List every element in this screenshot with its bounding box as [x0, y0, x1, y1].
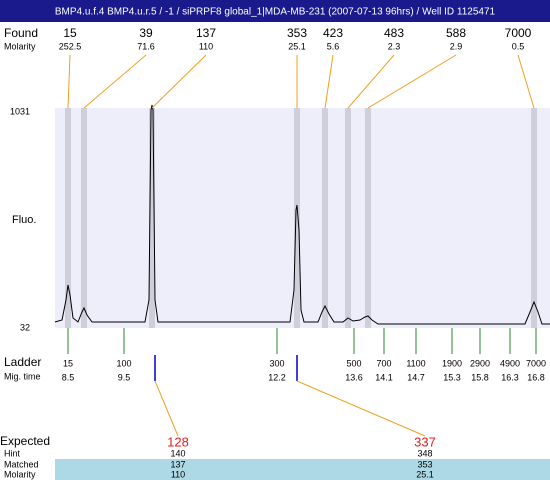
found-size: 137 — [196, 26, 216, 40]
ladder-size: 15 — [63, 358, 73, 368]
found-molarity: 25.1 — [288, 41, 306, 51]
ladder-time: 13.6 — [345, 372, 363, 382]
peak-connector — [83, 54, 147, 109]
expected-connector — [154, 380, 179, 437]
found-size: 39 — [139, 26, 153, 40]
peak-connector — [367, 54, 457, 109]
ladder-time: 15.3 — [443, 372, 461, 382]
peak-band — [345, 108, 351, 328]
hint-value: 140 — [170, 448, 185, 458]
found-size: 353 — [287, 26, 307, 40]
y-top-label: 1031 — [10, 106, 30, 116]
expected-molarity: 25.1 — [416, 469, 434, 479]
ladder-size: 700 — [376, 358, 391, 368]
peak-connector — [67, 54, 71, 109]
peak-connector — [324, 54, 334, 109]
y-bottom-label: 32 — [20, 322, 30, 332]
found-molarity: 252.5 — [59, 41, 82, 51]
found-molarity: 5.6 — [327, 41, 340, 51]
expected-value: 128 — [167, 434, 189, 449]
ladder-time: 14.1 — [375, 372, 393, 382]
ladder-size: 1100 — [406, 358, 425, 368]
ladder-time: 9.5 — [118, 372, 131, 382]
matched-bg — [55, 459, 550, 480]
matched-value: 353 — [417, 459, 432, 469]
found-size: 483 — [384, 26, 404, 40]
matched-label: Matched — [4, 459, 39, 469]
found-molarity: 2.9 — [450, 41, 463, 51]
ladder-time: 16.8 — [527, 372, 545, 382]
hint-label: Hint — [4, 448, 21, 458]
ladder-size: 500 — [346, 358, 361, 368]
ladder-time: 15.8 — [471, 372, 489, 382]
ladder-size: 7000 — [526, 358, 546, 368]
header-bar — [0, 0, 550, 22]
ladder-time: 8.5 — [62, 372, 75, 382]
peak-band — [365, 108, 371, 328]
peak-band — [531, 108, 537, 328]
mig-time-label: Mig. time — [4, 371, 41, 381]
found-molarity: 0.5 — [512, 41, 525, 51]
found-size: 423 — [323, 26, 343, 40]
ladder-size: 4900 — [500, 358, 520, 368]
peak-band — [294, 108, 300, 328]
found-size: 588 — [446, 26, 466, 40]
ladder-time: 12.2 — [268, 372, 286, 382]
ladder-size: 100 — [116, 358, 131, 368]
peak-band — [149, 108, 155, 328]
found-label: Found — [4, 26, 38, 40]
peak-band — [65, 108, 71, 328]
hint-value: 348 — [417, 448, 432, 458]
plot-area — [55, 108, 550, 328]
peak-band — [81, 108, 87, 328]
found-molarity: 71.6 — [137, 41, 155, 51]
found-size: 7000 — [505, 26, 532, 40]
peak-connector — [347, 54, 395, 109]
y-axis-label: Fluo. — [12, 214, 36, 226]
expected-connector — [296, 380, 426, 437]
ladder-time: 16.3 — [501, 372, 519, 382]
peak-connector — [151, 54, 207, 109]
ladder-size: 300 — [269, 358, 284, 368]
found-molarity-label: Molarity — [4, 41, 36, 51]
peak-connector — [517, 54, 535, 109]
found-molarity: 2.3 — [388, 41, 401, 51]
molarity-label: Molarity — [4, 469, 36, 479]
matched-value: 137 — [170, 459, 185, 469]
expected-value: 337 — [414, 434, 436, 449]
expected-label: Expected — [0, 434, 50, 448]
found-molarity: 110 — [199, 41, 213, 51]
ladder-size: 2900 — [470, 358, 490, 368]
ladder-time: 14.7 — [407, 372, 425, 382]
ladder-size: 1900 — [442, 358, 462, 368]
expected-molarity: 110 — [171, 469, 185, 479]
ladder-label: Ladder — [4, 355, 41, 369]
peak-band — [322, 108, 328, 328]
found-size: 15 — [63, 26, 77, 40]
header-title: BMP4.u.f.4 BMP4.u.r.5 / -1 / siPRPF8 glo… — [55, 7, 496, 18]
trace — [54, 104, 550, 325]
